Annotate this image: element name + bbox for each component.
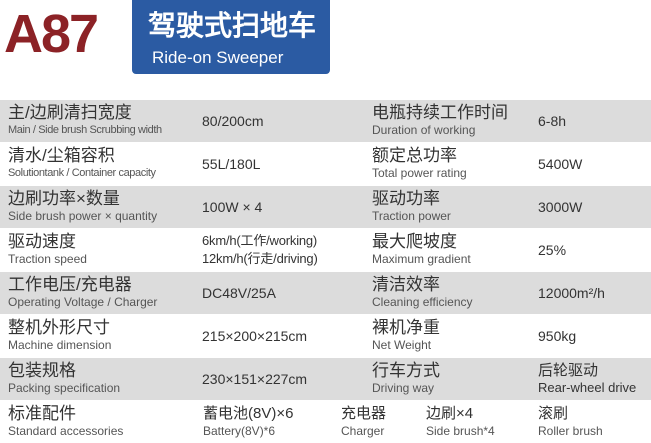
spec-value: 215×200×215cm xyxy=(202,328,308,344)
spec-label-zh: 裸机净重 xyxy=(372,318,440,337)
spec-row: 工作电压/充电器 Operating Voltage / Charger DC48… xyxy=(0,272,651,314)
spec-value: 25% xyxy=(538,242,567,258)
accessory-zh: 滚刷 xyxy=(538,405,569,422)
spec-label-zh: 驱动速度 xyxy=(8,232,76,251)
spec-label-en: Driving way xyxy=(372,381,435,395)
accessory-zh: 边刷×4 xyxy=(426,405,474,422)
spec-value: 6-8h xyxy=(538,113,567,129)
spec-label-en: Traction speed xyxy=(8,252,87,266)
spec-label-en: Net Weight xyxy=(372,338,432,352)
spec-value-zh: 后轮驱动 xyxy=(538,362,599,379)
title-banner: 驾驶式扫地车 Ride-on Sweeper xyxy=(132,0,331,74)
accessory-en: Battery(8V)*6 xyxy=(203,424,276,438)
spec-label-en: Side brush power × quantity xyxy=(8,209,158,223)
accessory-zh: 充电器 xyxy=(341,405,387,422)
spec-label-zh: 清水/尘箱容积 xyxy=(8,146,115,165)
spec-label-zh: 清洁效率 xyxy=(372,275,440,294)
spec-label-en: Duration of working xyxy=(372,123,476,137)
spec-value: 80/200cm xyxy=(202,113,264,129)
spec-label-zh: 整机外形尺寸 xyxy=(8,318,110,337)
spec-label-zh: 电瓶持续工作时间 xyxy=(372,103,508,122)
accessory-en: Roller brush xyxy=(538,424,603,438)
title-en: Ride-on Sweeper xyxy=(152,48,284,67)
spec-label-zh: 驱动功率 xyxy=(372,189,440,208)
spec-row: 清水/尘箱容积 Solutiontank / Container capacity… xyxy=(0,143,651,185)
spec-label-zh: 行车方式 xyxy=(372,361,440,380)
title-zh: 驾驶式扫地车 xyxy=(148,10,317,41)
spec-value: 12000m²/h xyxy=(538,285,605,301)
spec-value: 55L/180L xyxy=(202,156,261,172)
spec-label-zh: 边刷功率×数量 xyxy=(8,189,120,208)
spec-label-zh: 主/边刷清扫宽度 xyxy=(8,103,132,122)
accessories-row: 标准配件 Standard accessories 蓄电池(8V)×6 Batter… xyxy=(0,401,651,439)
accessories-label-en: Standard accessories xyxy=(8,424,124,438)
accessory-en: Charger xyxy=(341,424,385,438)
spec-label-en: Cleaning efficiency xyxy=(372,295,473,309)
spec-label-en: Solutiontank / Container capacity xyxy=(8,167,156,179)
spec-label-zh: 额定总功率 xyxy=(372,146,457,165)
spec-label-en: Packing specification xyxy=(8,381,121,395)
model-number: A87 xyxy=(4,4,99,64)
spec-label-en: Traction power xyxy=(372,209,451,223)
spec-value: 950kg xyxy=(538,328,577,344)
spec-value: 5400W xyxy=(538,156,583,172)
spec-label-en: Maximum gradient xyxy=(372,252,471,266)
accessories-label-zh: 标准配件 xyxy=(8,404,76,423)
spec-value: 12km/h(行走/driving) xyxy=(202,251,318,266)
spec-label-zh: 最大爬坡度 xyxy=(372,232,457,251)
accessory-zh: 蓄电池(8V)×6 xyxy=(203,405,294,422)
spec-label-zh: 工作电压/充电器 xyxy=(8,275,132,294)
spec-row: 边刷功率×数量 Side brush power × quantity 100W … xyxy=(0,186,651,228)
spec-row: 整机外形尺寸 Machine dimension 215×200×215cm 裸机… xyxy=(0,315,651,357)
spec-row: 驱动速度 Traction speed 6km/h(工作/working) 12km… xyxy=(0,229,651,271)
spec-value: 6km/h(工作/working) xyxy=(202,233,318,248)
spec-value-en: Rear-wheel drive xyxy=(538,380,637,395)
spec-value: 100W × 4 xyxy=(202,199,263,215)
spec-value: 3000W xyxy=(538,199,583,215)
spec-value: DC48V/25A xyxy=(202,285,276,301)
spec-row: 包装规格 Packing specification 230×151×227cm … xyxy=(0,358,651,400)
accessory-en: Side brush*4 xyxy=(426,424,495,438)
spec-label-en: Machine dimension xyxy=(8,338,112,352)
spec-label-en: Main / Side brush Scrubbing width xyxy=(8,124,162,136)
spec-value: 230×151×227cm xyxy=(202,371,308,387)
spec-label-zh: 包装规格 xyxy=(8,361,76,380)
spec-label-en: Operating Voltage / Charger xyxy=(8,295,158,309)
spec-label-en: Total power rating xyxy=(372,166,467,180)
spec-row: 主/边刷清扫宽度 Main / Side brush Scrubbing widt… xyxy=(0,100,651,142)
